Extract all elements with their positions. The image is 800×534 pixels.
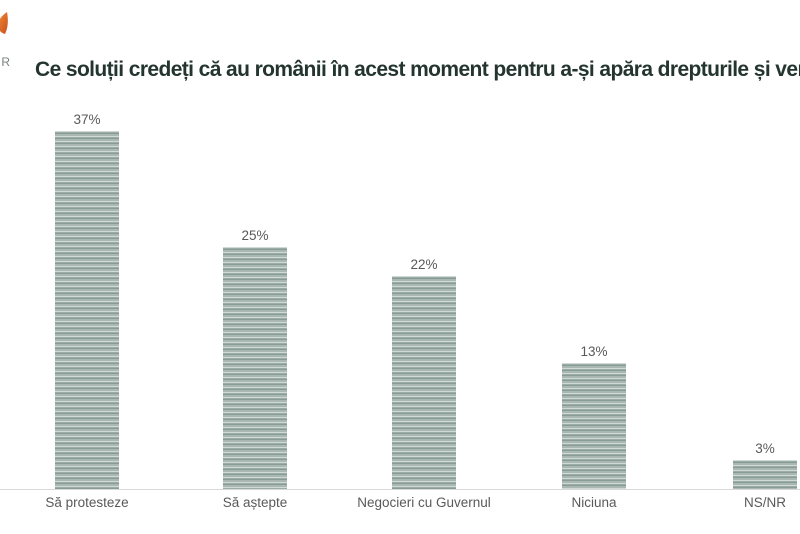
bar-value-label: 25% (241, 228, 269, 243)
x-axis-category-label: Niciuna (571, 495, 617, 510)
bar-negocieri-cu-guvernul (392, 276, 456, 489)
x-axis-line (0, 489, 800, 490)
logo-flame-icon (0, 12, 8, 34)
bar-group-sa-astepte: 25% (223, 228, 287, 489)
x-axis-category-label: Negocieri cu Guvernul (357, 495, 491, 510)
bar-group-negocieri-cu-guvernul: 22% (392, 257, 456, 489)
bar-ns-nr (733, 460, 797, 489)
bar-sa-astepte (223, 247, 287, 489)
bar-value-label: 22% (410, 257, 438, 272)
x-axis-category-label: NS/NR (743, 495, 786, 510)
chart-title: Ce soluții credeți că au românii în aces… (35, 58, 800, 81)
bar-value-label: 13% (580, 344, 608, 359)
bar-value-label: 3% (755, 441, 775, 456)
bar-group-sa-protesteze: 37% (55, 112, 119, 489)
bar-group-niciuna: 13% (562, 344, 626, 489)
bar-niciuna (562, 363, 626, 489)
logo-text: .R (0, 55, 11, 69)
bar-value-label: 37% (73, 112, 101, 127)
bar-group-ns-nr: 3% (733, 441, 797, 489)
x-axis-category-label: Să aștepte (222, 495, 288, 510)
bar-sa-protesteze (55, 131, 119, 489)
x-axis-category-label: Să protesteze (45, 495, 129, 510)
logo: .R (0, 0, 30, 80)
